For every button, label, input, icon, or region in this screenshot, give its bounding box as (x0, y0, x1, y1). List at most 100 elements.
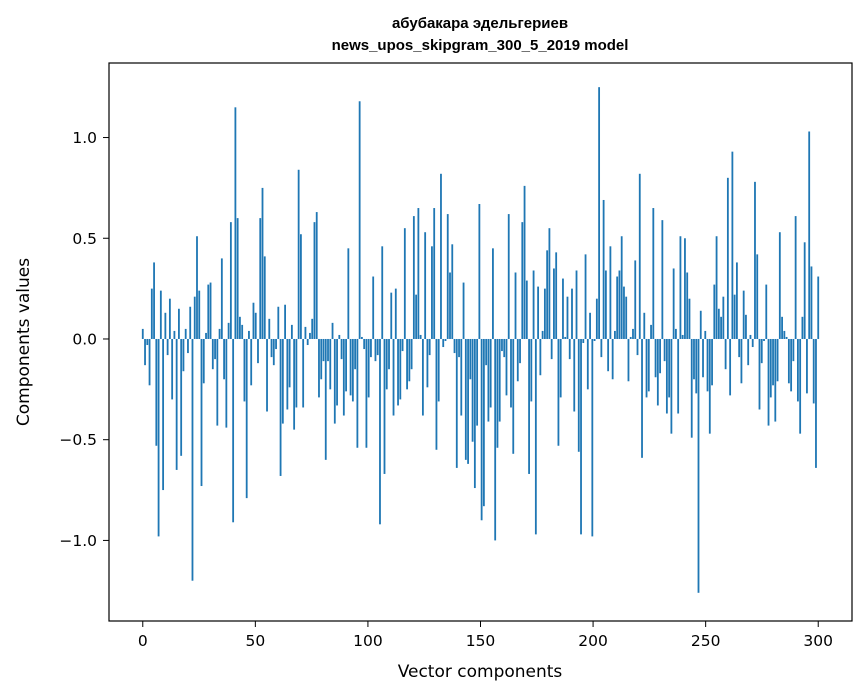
bar (331, 322, 334, 339)
y-tick-label: 0.0 (72, 330, 97, 348)
bar (449, 272, 451, 339)
bar (451, 244, 454, 339)
bar (632, 328, 634, 339)
bar (781, 316, 783, 339)
bar (767, 338, 770, 426)
bar (487, 338, 490, 422)
bar (769, 338, 772, 398)
bar (424, 232, 427, 339)
bar (568, 338, 571, 360)
x-axis-label: Vector components (398, 662, 563, 682)
bar (435, 338, 438, 450)
bar (616, 276, 619, 339)
bar (392, 338, 395, 416)
bar (609, 246, 612, 339)
bar (202, 338, 205, 384)
bar (261, 187, 264, 339)
bar (489, 338, 492, 408)
bar (191, 338, 194, 581)
bar (376, 338, 379, 356)
bar (200, 338, 203, 487)
bar (598, 87, 601, 339)
bar (745, 314, 747, 339)
bar (501, 338, 503, 352)
bar (553, 268, 555, 339)
bar (406, 338, 408, 390)
bar (573, 338, 576, 412)
bar (184, 328, 187, 339)
bar (239, 316, 241, 339)
bar (817, 276, 820, 339)
bar (485, 338, 488, 366)
bar (661, 220, 664, 339)
bar (234, 107, 237, 339)
bar (338, 334, 341, 339)
bar (379, 338, 381, 525)
bar (153, 262, 155, 339)
bar (688, 298, 691, 339)
bar (390, 292, 393, 339)
bar (227, 322, 230, 339)
bar (171, 338, 174, 400)
bar (679, 236, 682, 339)
bar (347, 248, 350, 339)
bar (415, 294, 418, 339)
bar (566, 296, 569, 339)
bar (740, 338, 743, 384)
bar (774, 338, 777, 422)
bar (618, 270, 621, 339)
bar (408, 338, 411, 382)
bar (733, 294, 736, 339)
bar (541, 330, 544, 339)
bar (148, 338, 151, 386)
bar (372, 276, 375, 339)
bar (548, 228, 551, 339)
bar (810, 266, 813, 339)
bar (677, 338, 680, 414)
bar (516, 338, 519, 382)
bar (257, 338, 259, 364)
bar (697, 338, 700, 593)
bar (629, 336, 632, 339)
bar (394, 288, 397, 339)
bar (209, 282, 212, 339)
bar (164, 312, 167, 339)
x-tick-label: 250 (691, 632, 721, 650)
bar (776, 338, 779, 382)
bar (675, 328, 677, 339)
bar (351, 338, 354, 402)
bar (421, 338, 424, 416)
bar (306, 338, 309, 346)
bar (600, 338, 603, 358)
bar (690, 338, 693, 438)
bar (340, 338, 343, 360)
bar (754, 181, 756, 339)
bar (726, 177, 729, 339)
bar (498, 338, 501, 422)
bar (225, 338, 228, 428)
bar (530, 338, 533, 402)
x-tick-label: 300 (803, 632, 833, 650)
bar (168, 298, 171, 339)
bar (236, 218, 239, 339)
bar (672, 268, 675, 339)
bar (787, 338, 790, 384)
bar (437, 338, 440, 402)
bar (521, 222, 524, 339)
bar (370, 338, 372, 358)
chart-subtitle: news_upos_skipgram_300_5_2019 model (332, 37, 629, 54)
bar (361, 336, 363, 339)
bar (706, 338, 709, 392)
bar (272, 338, 275, 366)
bar (141, 328, 144, 339)
bar (543, 288, 546, 339)
bar (790, 338, 793, 392)
bar (214, 338, 216, 360)
bar (374, 338, 377, 362)
bar (614, 330, 616, 339)
bar (446, 214, 449, 339)
bar (647, 338, 650, 392)
bar (146, 338, 149, 346)
bar (704, 330, 707, 339)
bar (349, 338, 352, 396)
